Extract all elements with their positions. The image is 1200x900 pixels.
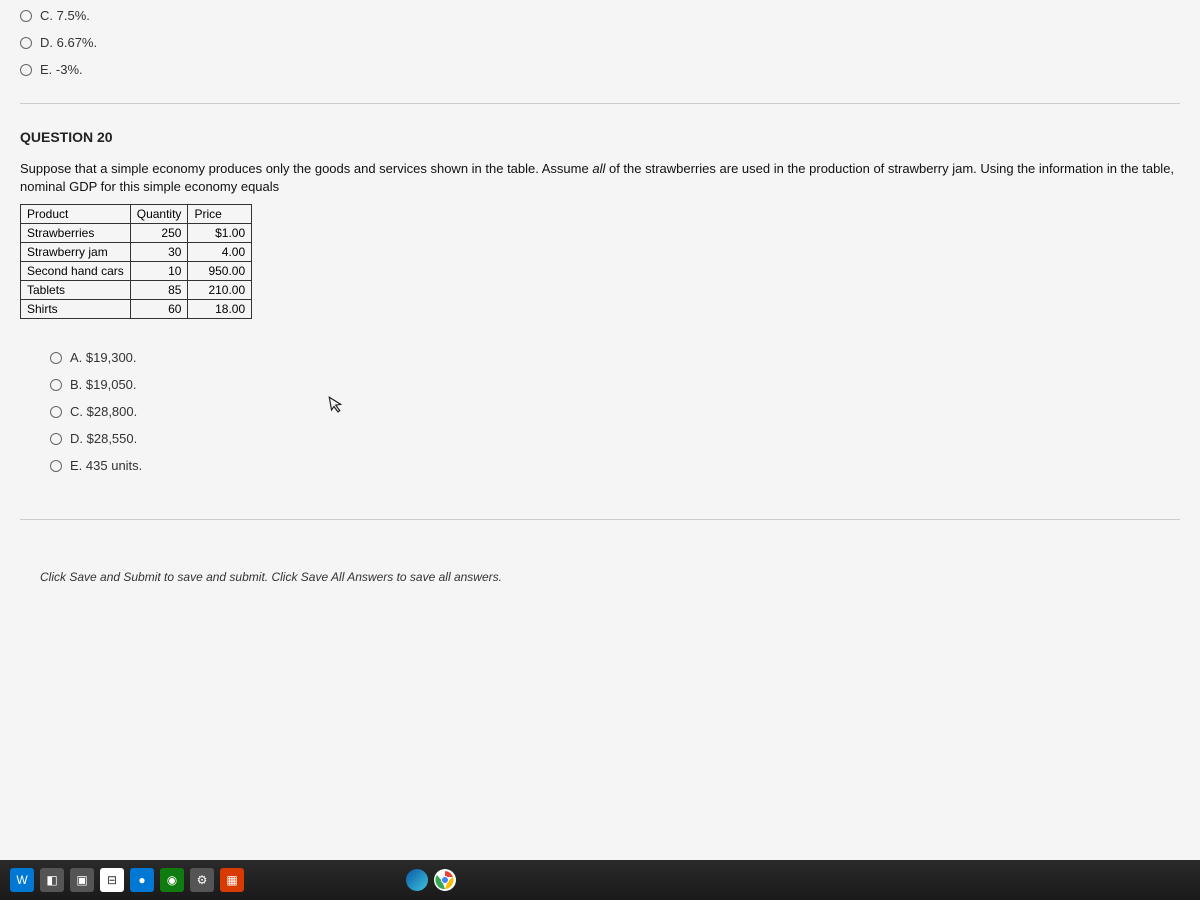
footer-instruction: Click Save and Submit to save and submit… [20,550,1180,604]
option-label: A. $19,300. [70,350,137,365]
cell-quantity: 10 [130,262,188,281]
taskbar-app-icon[interactable]: ⊟ [100,868,124,892]
option-a[interactable]: A. $19,300. [50,344,1180,371]
question-number: QUESTION 20 [20,129,1180,145]
cell-quantity: 85 [130,281,188,300]
cell-price: 950.00 [188,262,252,281]
question-text-part1: Suppose that a simple economy produces o… [20,161,592,176]
cell-quantity: 60 [130,300,188,319]
option-label: C. $28,800. [70,404,137,419]
cell-product: Strawberries [21,224,131,243]
taskbar-app-icon[interactable]: ● [130,868,154,892]
taskbar-app-icon[interactable]: ◉ [160,868,184,892]
divider [20,103,1180,104]
option-d-prev[interactable]: D. 6.67%. [20,29,1180,56]
quiz-screen: C. 7.5%. D. 6.67%. E. -3%. QUESTION 20 S… [0,0,1200,860]
option-label: B. $19,050. [70,377,137,392]
radio-icon [20,10,32,22]
previous-question-options: C. 7.5%. D. 6.67%. E. -3%. [0,0,1200,93]
question-text: Suppose that a simple economy produces o… [20,160,1180,196]
option-label: D. $28,550. [70,431,137,446]
option-d[interactable]: D. $28,550. [50,425,1180,452]
cell-product: Shirts [21,300,131,319]
taskbar-settings-icon[interactable]: ⚙ [190,868,214,892]
taskbar-app-icon[interactable]: ◧ [40,868,64,892]
cell-product: Strawberry jam [21,243,131,262]
table-header-row: Product Quantity Price [21,205,252,224]
cell-quantity: 250 [130,224,188,243]
radio-icon [50,379,62,391]
taskbar-edge-icon[interactable] [406,869,428,891]
cell-price: $1.00 [188,224,252,243]
taskbar[interactable]: W ◧ ▣ ⊟ ● ◉ ⚙ ▦ [0,860,1200,900]
option-label: D. 6.67%. [40,35,97,50]
cell-product: Tablets [21,281,131,300]
col-product: Product [21,205,131,224]
col-quantity: Quantity [130,205,188,224]
col-price: Price [188,205,252,224]
option-e-prev[interactable]: E. -3%. [20,56,1180,83]
radio-icon [50,460,62,472]
option-e[interactable]: E. 435 units. [50,452,1180,479]
table-row: Shirts 60 18.00 [21,300,252,319]
radio-icon [50,406,62,418]
table-row: Strawberries 250 $1.00 [21,224,252,243]
question-italic: all [592,161,605,176]
option-label: E. 435 units. [70,458,142,473]
radio-icon [20,64,32,76]
radio-icon [20,37,32,49]
economy-data-table: Product Quantity Price Strawberries 250 … [20,204,252,319]
taskbar-app-icon[interactable]: ▦ [220,868,244,892]
taskbar-word-icon[interactable]: W [10,868,34,892]
cell-price: 4.00 [188,243,252,262]
option-label: E. -3%. [40,62,83,77]
option-label: C. 7.5%. [40,8,90,23]
cell-price: 18.00 [188,300,252,319]
cell-price: 210.00 [188,281,252,300]
taskbar-app-icon[interactable]: ▣ [70,868,94,892]
cell-quantity: 30 [130,243,188,262]
radio-icon [50,433,62,445]
answer-options: A. $19,300. B. $19,050. C. $28,800. D. $… [20,344,1180,479]
option-c-prev[interactable]: C. 7.5%. [20,2,1180,29]
cell-product: Second hand cars [21,262,131,281]
radio-icon [50,352,62,364]
table-row: Strawberry jam 30 4.00 [21,243,252,262]
divider [20,519,1180,520]
option-b[interactable]: B. $19,050. [50,371,1180,398]
question-20-block: QUESTION 20 Suppose that a simple econom… [0,114,1200,619]
table-row: Tablets 85 210.00 [21,281,252,300]
taskbar-chrome-icon[interactable] [434,869,456,891]
option-c[interactable]: C. $28,800. [50,398,1180,425]
table-row: Second hand cars 10 950.00 [21,262,252,281]
